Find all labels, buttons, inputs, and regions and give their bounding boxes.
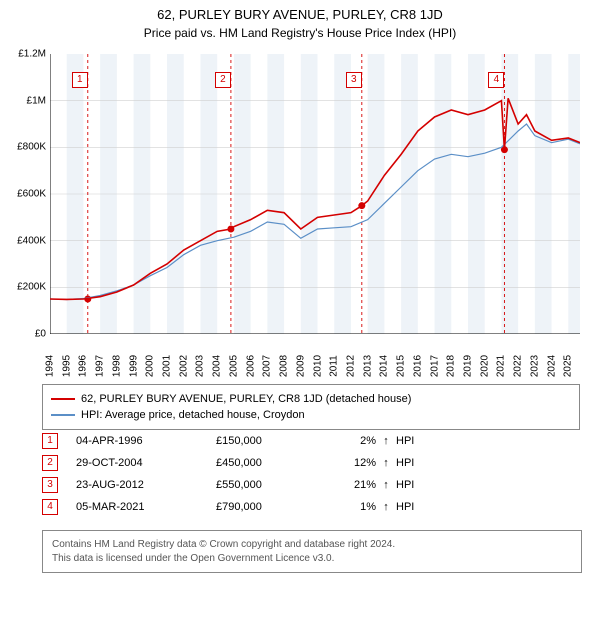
x-tick-label: 2022 [513, 355, 524, 377]
event-date: 04-APR-1996 [76, 435, 216, 447]
x-tick-label: 1998 [111, 355, 122, 377]
x-tick-label: 2001 [162, 355, 173, 377]
x-tick-label: 2006 [245, 355, 256, 377]
x-tick-label: 2014 [379, 355, 390, 377]
up-arrow-icon: ↑ [376, 479, 396, 491]
legend-swatch-property [51, 398, 75, 400]
x-tick-label: 1995 [61, 355, 72, 377]
up-arrow-icon: ↑ [376, 457, 396, 469]
x-tick-label: 2003 [195, 355, 206, 377]
x-tick-label: 1997 [95, 355, 106, 377]
event-price: £550,000 [216, 479, 316, 491]
event-price: £150,000 [216, 435, 316, 447]
event-marker-badge: 2 [215, 72, 231, 88]
x-tick-label: 2017 [429, 355, 440, 377]
chart-container: £0 £200K £400K £600K £800K £1M £1.2M 1994 1995 1… [0, 46, 600, 376]
up-arrow-icon: ↑ [376, 435, 396, 447]
footer-attribution: Contains HM Land Registry data © Crown c… [42, 530, 582, 573]
event-marker-badge: 1 [72, 72, 88, 88]
event-price: £450,000 [216, 457, 316, 469]
x-tick-label: 2005 [228, 355, 239, 377]
x-tick-label: 1996 [78, 355, 89, 377]
event-row: 4 05-MAR-2021 £790,000 1% ↑ HPI [42, 496, 562, 518]
events-table: 1 04-APR-1996 £150,000 2% ↑ HPI 2 29-OCT… [42, 430, 562, 518]
chart-title: 62, PURLEY BURY AVENUE, PURLEY, CR8 1JD [0, 0, 600, 24]
event-hpi-label: HPI [396, 501, 436, 513]
footer-line1: Contains HM Land Registry data © Crown c… [52, 538, 572, 552]
legend-item-property: 62, PURLEY BURY AVENUE, PURLEY, CR8 1JD … [51, 391, 571, 407]
event-pct: 12% [316, 457, 376, 469]
event-row: 2 29-OCT-2004 £450,000 12% ↑ HPI [42, 452, 562, 474]
y-tick-label: £800K [17, 142, 46, 153]
y-tick-label: £200K [17, 282, 46, 293]
x-tick-label: 2004 [212, 355, 223, 377]
x-tick-label: 2024 [546, 355, 557, 377]
x-tick-label: 2012 [345, 355, 356, 377]
event-row: 1 04-APR-1996 £150,000 2% ↑ HPI [42, 430, 562, 452]
event-num: 4 [42, 499, 58, 515]
event-date: 29-OCT-2004 [76, 457, 216, 469]
event-num: 3 [42, 477, 58, 493]
event-num: 2 [42, 455, 58, 471]
y-tick-label: £600K [17, 189, 46, 200]
footer-line2: This data is licensed under the Open Gov… [52, 552, 572, 566]
legend-label-property: 62, PURLEY BURY AVENUE, PURLEY, CR8 1JD … [81, 393, 411, 405]
x-tick-label: 2025 [563, 355, 574, 377]
x-tick-label: 1999 [128, 355, 139, 377]
event-marker-badge: 3 [346, 72, 362, 88]
x-tick-label: 2011 [329, 355, 340, 377]
x-tick-label: 2016 [412, 355, 423, 377]
event-hpi-label: HPI [396, 457, 436, 469]
x-tick-label: 2020 [479, 355, 490, 377]
x-tick-label: 2021 [496, 355, 507, 377]
x-tick-label: 2007 [262, 355, 273, 377]
legend: 62, PURLEY BURY AVENUE, PURLEY, CR8 1JD … [42, 384, 580, 430]
legend-label-hpi: HPI: Average price, detached house, Croy… [81, 409, 305, 421]
y-tick-label: £1M [27, 95, 46, 106]
x-tick-label: 2000 [145, 355, 156, 377]
x-tick-label: 2002 [178, 355, 189, 377]
x-tick-label: 2018 [446, 355, 457, 377]
legend-swatch-hpi [51, 414, 75, 416]
event-pct: 21% [316, 479, 376, 491]
chart-plot [50, 54, 580, 334]
x-axis-labels: 1994199519961997199819992000200120022003… [50, 338, 580, 374]
event-date: 05-MAR-2021 [76, 501, 216, 513]
event-pct: 2% [316, 435, 376, 447]
event-pct: 1% [316, 501, 376, 513]
event-num: 1 [42, 433, 58, 449]
x-tick-label: 2009 [295, 355, 306, 377]
event-date: 23-AUG-2012 [76, 479, 216, 491]
y-tick-label: £400K [17, 235, 46, 246]
x-tick-label: 2019 [462, 355, 473, 377]
event-hpi-label: HPI [396, 479, 436, 491]
y-tick-label: £0 [35, 329, 46, 340]
x-tick-label: 2008 [279, 355, 290, 377]
y-tick-label: £1.2M [18, 49, 46, 60]
legend-item-hpi: HPI: Average price, detached house, Croy… [51, 407, 571, 423]
x-tick-label: 2015 [396, 355, 407, 377]
event-hpi-label: HPI [396, 435, 436, 447]
event-price: £790,000 [216, 501, 316, 513]
x-tick-label: 2013 [362, 355, 373, 377]
x-tick-label: 1994 [45, 355, 56, 377]
event-row: 3 23-AUG-2012 £550,000 21% ↑ HPI [42, 474, 562, 496]
chart-subtitle: Price paid vs. HM Land Registry's House … [0, 24, 600, 40]
x-tick-label: 2010 [312, 355, 323, 377]
up-arrow-icon: ↑ [376, 501, 396, 513]
x-tick-label: 2023 [529, 355, 540, 377]
event-marker-badge: 4 [488, 72, 504, 88]
